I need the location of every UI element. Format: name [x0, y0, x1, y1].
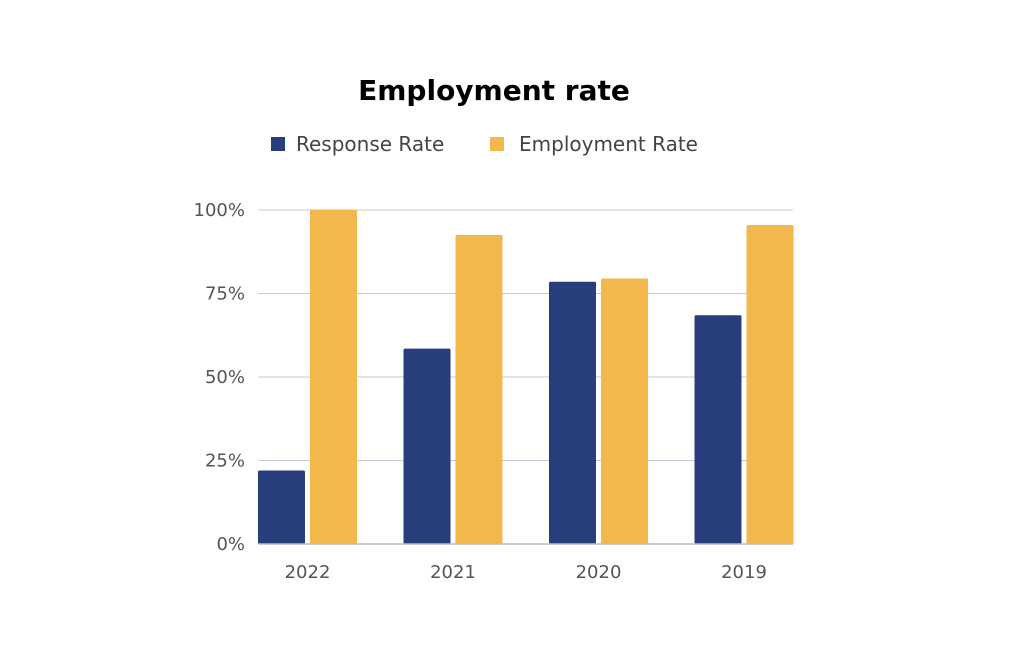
legend-label-response-rate: Response Rate: [296, 132, 444, 156]
bar-employment-rate-2020: [601, 278, 648, 544]
bar-employment-rate-2019: [746, 225, 794, 544]
bar-response-rate-2021: [403, 348, 451, 544]
x-axis-labels: 2022 2021 2020 2019: [285, 562, 767, 583]
y-tick-label: 0%: [216, 534, 245, 555]
y-tick-label: 75%: [205, 284, 245, 305]
legend-label-employment-rate: Employment Rate: [519, 132, 698, 156]
legend-swatch-response-rate: [271, 137, 285, 151]
bar-employment-rate-2021: [455, 235, 503, 545]
bar-response-rate-2019: [694, 315, 742, 544]
bar-response-rate-2020: [549, 281, 596, 544]
x-tick-label: 2022: [285, 562, 331, 583]
legend-swatch-employment-rate: [490, 137, 504, 151]
y-tick-label: 25%: [205, 451, 245, 472]
bar-response-rate-2022: [258, 470, 305, 544]
bars: [258, 210, 794, 545]
x-tick-label: 2019: [721, 562, 767, 583]
y-tick-label: 50%: [205, 367, 245, 388]
legend: Response Rate Employment Rate: [271, 132, 698, 156]
bar-employment-rate-2022: [310, 210, 357, 544]
chart-title: Employment rate: [358, 74, 630, 107]
x-tick-label: 2020: [576, 562, 622, 583]
x-tick-label: 2021: [430, 562, 476, 583]
y-axis-ticks: 0% 25% 50% 75% 100%: [194, 200, 245, 555]
y-tick-label: 100%: [194, 200, 245, 221]
